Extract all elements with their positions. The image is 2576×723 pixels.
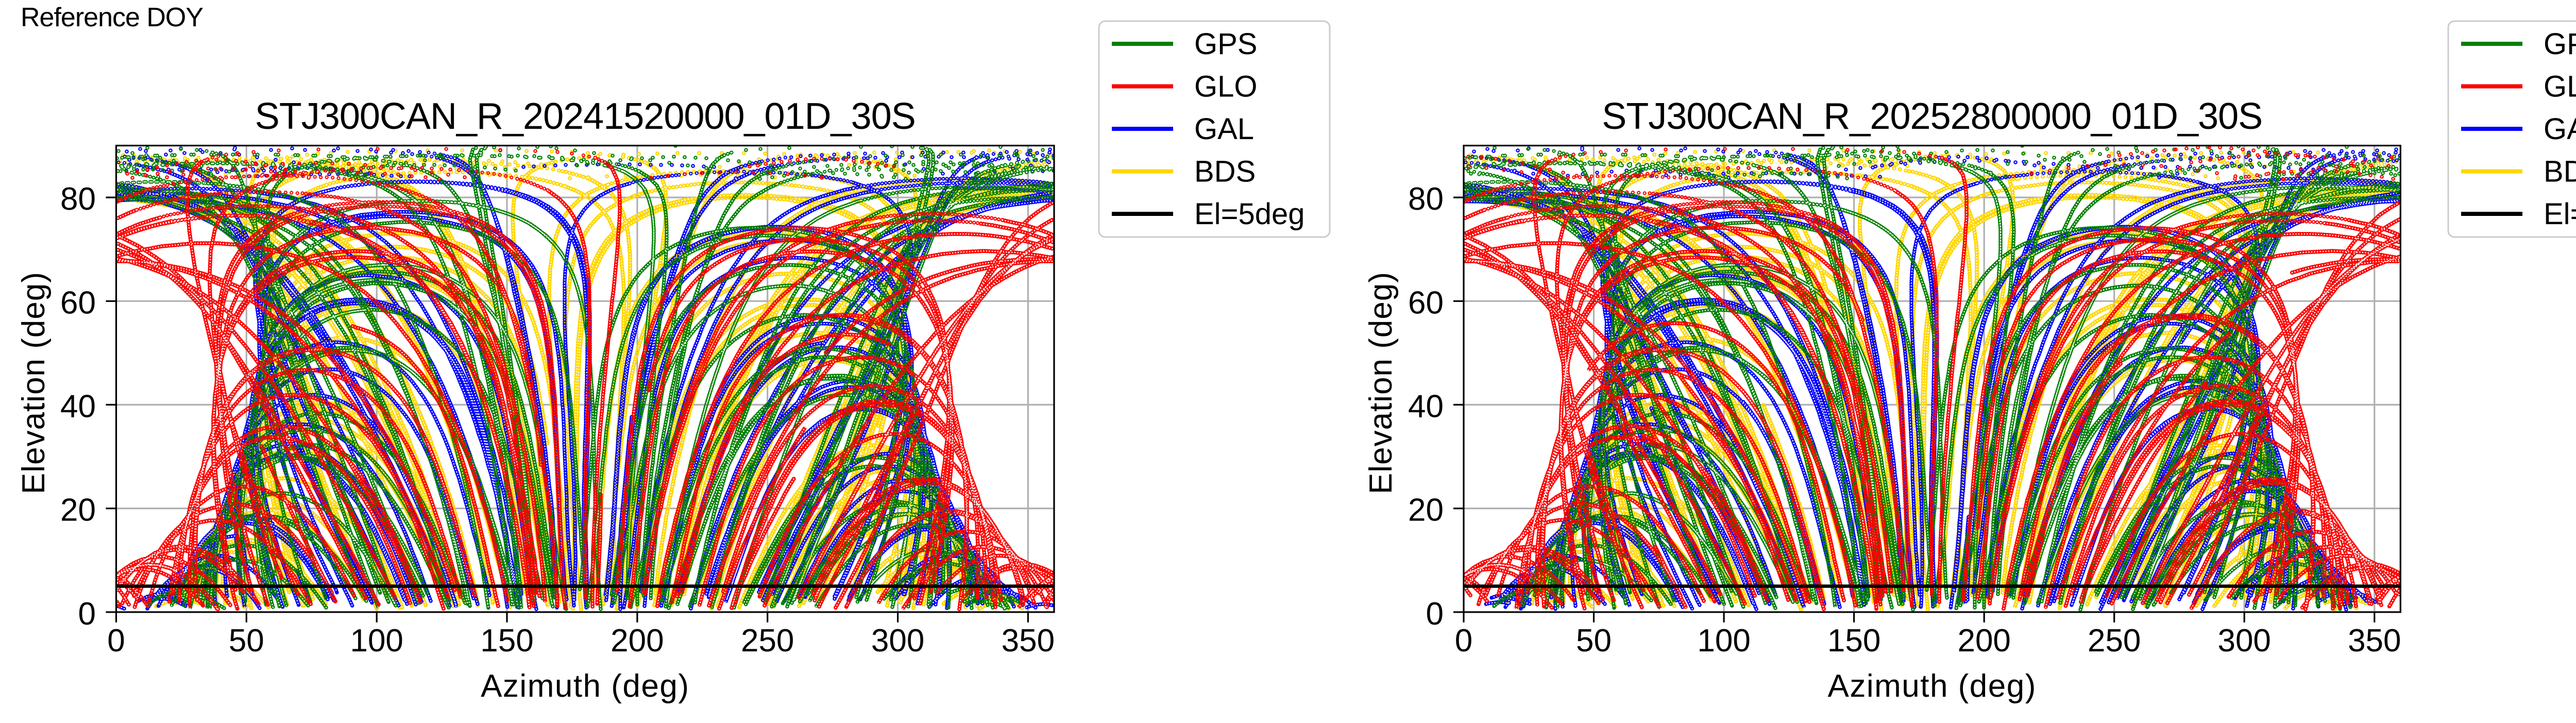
- svg-text:20: 20: [60, 493, 96, 528]
- svg-text:300: 300: [2217, 623, 2270, 659]
- svg-text:BDS: BDS: [2544, 155, 2576, 189]
- svg-text:GLO: GLO: [1194, 70, 1258, 104]
- svg-text:60: 60: [1408, 285, 1444, 321]
- svg-text:60: 60: [60, 285, 96, 321]
- svg-text:40: 40: [1408, 389, 1444, 424]
- svg-text:50: 50: [1576, 623, 1612, 659]
- svg-text:0: 0: [1455, 623, 1472, 659]
- svg-text:20: 20: [1408, 493, 1444, 528]
- svg-text:100: 100: [350, 623, 403, 659]
- svg-text:200: 200: [611, 623, 664, 659]
- svg-text:GPS: GPS: [2544, 27, 2576, 61]
- svg-text:350: 350: [2348, 623, 2401, 659]
- svg-text:250: 250: [2088, 623, 2141, 659]
- svg-text:GAL: GAL: [2544, 112, 2576, 146]
- svg-text:300: 300: [871, 623, 924, 659]
- svg-text:STJ300CAN_R_20241520000_01D_30: STJ300CAN_R_20241520000_01D_30S: [255, 96, 916, 137]
- svg-text:80: 80: [60, 181, 96, 217]
- svg-text:STJ300CAN_R_20252800000_01D_30: STJ300CAN_R_20252800000_01D_30S: [1602, 96, 2262, 137]
- svg-text:El=5deg: El=5deg: [1194, 197, 1304, 231]
- svg-text:350: 350: [1002, 623, 1055, 659]
- svg-text:40: 40: [60, 389, 96, 424]
- svg-text:GAL: GAL: [1194, 112, 1254, 146]
- svg-text:Reference DOY: Reference DOY: [21, 3, 203, 32]
- svg-text:GPS: GPS: [1194, 27, 1258, 61]
- svg-text:Azimuth (deg): Azimuth (deg): [481, 668, 689, 704]
- svg-text:150: 150: [480, 623, 533, 659]
- svg-text:80: 80: [1408, 181, 1444, 217]
- svg-text:250: 250: [741, 623, 794, 659]
- svg-text:50: 50: [229, 623, 264, 659]
- svg-text:Elevation (deg): Elevation (deg): [16, 272, 52, 494]
- svg-text:Azimuth (deg): Azimuth (deg): [1827, 668, 2036, 704]
- svg-text:0: 0: [78, 596, 96, 632]
- svg-text:BDS: BDS: [1194, 155, 1256, 189]
- svg-text:200: 200: [1957, 623, 2010, 659]
- svg-text:100: 100: [1697, 623, 1750, 659]
- svg-text:Elevation (deg): Elevation (deg): [1363, 272, 1399, 494]
- svg-text:El=5deg: El=5deg: [2544, 197, 2576, 231]
- svg-text:0: 0: [107, 623, 125, 659]
- svg-text:GLO: GLO: [2544, 70, 2576, 104]
- svg-text:150: 150: [1827, 623, 1880, 659]
- svg-text:0: 0: [1426, 596, 1444, 632]
